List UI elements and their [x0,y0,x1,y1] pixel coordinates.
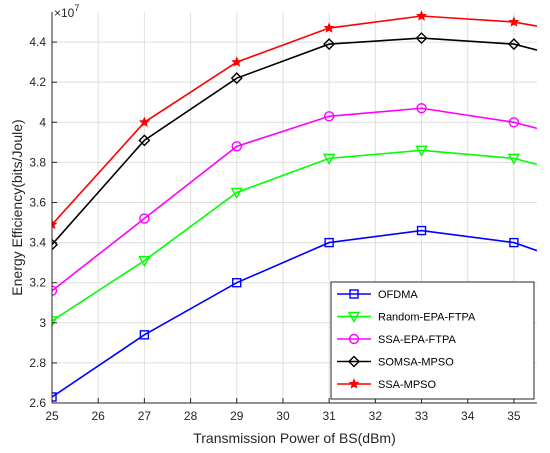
y-tick-label: 2.8 [29,356,46,370]
legend-label: SOMSA-MPSO [378,357,454,369]
data-point [324,237,334,248]
data-point [416,103,427,114]
series-line [52,149,537,322]
y-tick-labels: 2.6 2.8 3 3.2 3.4 3.6 3.8 4 4.2 4.4 [29,35,46,410]
x-tick-label: 32 [369,409,383,423]
data-point [508,16,520,27]
series-line [52,37,537,246]
data-point [230,187,243,199]
data-point [231,141,242,152]
data-point [138,255,151,268]
x-tick-label: 26 [92,409,106,423]
data-point [323,38,336,51]
y-axis-exponent-power: 7 [74,3,79,13]
series-line [52,107,537,292]
x-tick-label: 25 [45,409,59,423]
legend-marker [349,289,359,299]
legend-item: SOMSA-MPSO [337,355,454,369]
y-tick-label: 3.2 [29,276,46,290]
x-tick-label: 29 [230,409,244,423]
x-tick-labels: 25 26 27 28 29 30 31 32 33 34 35 [45,409,521,423]
legend-item: OFDMA [337,289,418,301]
y-tick-label: 3 [39,316,46,330]
x-tick-label: 33 [415,409,429,423]
x-tick-label: 28 [184,409,198,423]
legend-box [330,281,535,400]
data-point [139,330,150,340]
grid-lines [51,12,537,404]
x-tick-label: 30 [276,409,290,423]
legend-label: OFDMA [378,289,418,301]
y-tick-label: 4 [39,115,46,129]
data-point [52,392,57,402]
series-random-epa-ftpa [52,145,537,328]
series-ssa-mpso [52,10,537,230]
y-tick-label: 3.4 [29,236,46,250]
series-line [52,229,537,398]
data-point [230,72,243,85]
legend-marker [347,311,361,323]
legend-label: SSA-EPA-FTPA [378,334,456,346]
data-point [231,56,243,67]
data-point [322,153,336,165]
data-point [509,237,519,248]
plot-series [52,10,537,402]
data-point [416,225,427,236]
y-tick-label: 2.6 [29,396,46,410]
y-axis-exponent: ×107 [54,3,79,20]
x-tick-label: 35 [507,409,521,423]
x-axis-title: Transmission Power of BS(dBm) [193,430,396,446]
legend-marker [348,333,360,345]
legend-marker [348,355,360,368]
data-point [52,316,59,328]
legend-label: Random-EPA-FTPA [378,312,476,324]
legend-marker [348,378,360,389]
y-tick-label: 3.8 [29,155,46,169]
data-point [52,285,58,296]
y-tick-label: 4.2 [29,75,46,89]
x-tick-label: 27 [138,409,152,423]
data-point [415,32,428,45]
legend: OFDMA Random-EPA-FTPA SSA-EPA-FTPA SOMSA-MP… [330,281,535,400]
x-tick-label: 34 [461,409,475,423]
legend-item: SSA-EPA-FTPA [337,333,456,346]
data-point [232,277,242,288]
series-ssa-epa-ftpa [52,103,537,296]
legend-item: Random-EPA-FTPA [337,312,476,324]
x-tick-label: 31 [322,409,336,423]
data-point [323,111,335,122]
data-point [52,218,58,230]
y-tick-label: 4.4 [29,35,46,49]
data-point [139,213,150,224]
data-point [138,116,150,127]
data-point [415,145,428,157]
data-point [415,10,428,21]
data-point [507,38,520,51]
legend-label: SSA-MPSO [378,379,437,391]
data-point [138,134,151,147]
y-tick-label: 3.6 [29,195,46,209]
y-axis-title: Energy Efficiency(bits/Joule) [9,119,25,295]
y-axis-exponent-base: ×10 [54,6,75,20]
legend-item: SSA-MPSO [337,378,437,391]
data-point [508,117,520,128]
data-point [323,22,335,33]
series-ofdma [52,225,537,402]
data-point [507,153,521,165]
